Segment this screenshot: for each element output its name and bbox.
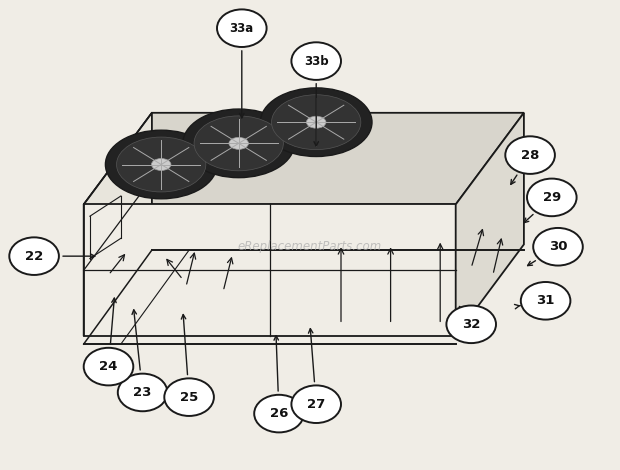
Circle shape <box>291 42 341 80</box>
Circle shape <box>527 179 577 216</box>
Polygon shape <box>84 113 152 336</box>
Circle shape <box>118 374 167 411</box>
Circle shape <box>217 9 267 47</box>
Text: 23: 23 <box>133 386 152 399</box>
Text: 28: 28 <box>521 149 539 162</box>
Circle shape <box>446 306 496 343</box>
Circle shape <box>9 237 59 275</box>
Polygon shape <box>84 204 456 336</box>
Text: 26: 26 <box>270 407 288 420</box>
Ellipse shape <box>151 158 171 171</box>
Ellipse shape <box>260 88 372 157</box>
Text: 31: 31 <box>536 294 555 307</box>
Ellipse shape <box>306 116 326 128</box>
Ellipse shape <box>194 116 283 171</box>
Ellipse shape <box>183 109 294 178</box>
Ellipse shape <box>117 137 206 192</box>
Circle shape <box>505 136 555 174</box>
Circle shape <box>521 282 570 320</box>
Text: 33b: 33b <box>304 55 329 68</box>
Text: 27: 27 <box>307 398 326 411</box>
Polygon shape <box>456 113 524 336</box>
Text: 32: 32 <box>462 318 480 331</box>
Circle shape <box>254 395 304 432</box>
Text: 30: 30 <box>549 240 567 253</box>
Circle shape <box>84 348 133 385</box>
Ellipse shape <box>105 130 217 199</box>
Ellipse shape <box>272 95 361 149</box>
Circle shape <box>291 385 341 423</box>
Ellipse shape <box>229 137 249 149</box>
Text: 29: 29 <box>542 191 561 204</box>
Text: 33a: 33a <box>229 22 254 35</box>
Text: 24: 24 <box>99 360 118 373</box>
Text: eReplacementParts.com: eReplacementParts.com <box>238 240 382 253</box>
Text: 22: 22 <box>25 250 43 263</box>
Circle shape <box>533 228 583 266</box>
Text: 25: 25 <box>180 391 198 404</box>
Polygon shape <box>84 113 524 204</box>
Circle shape <box>164 378 214 416</box>
